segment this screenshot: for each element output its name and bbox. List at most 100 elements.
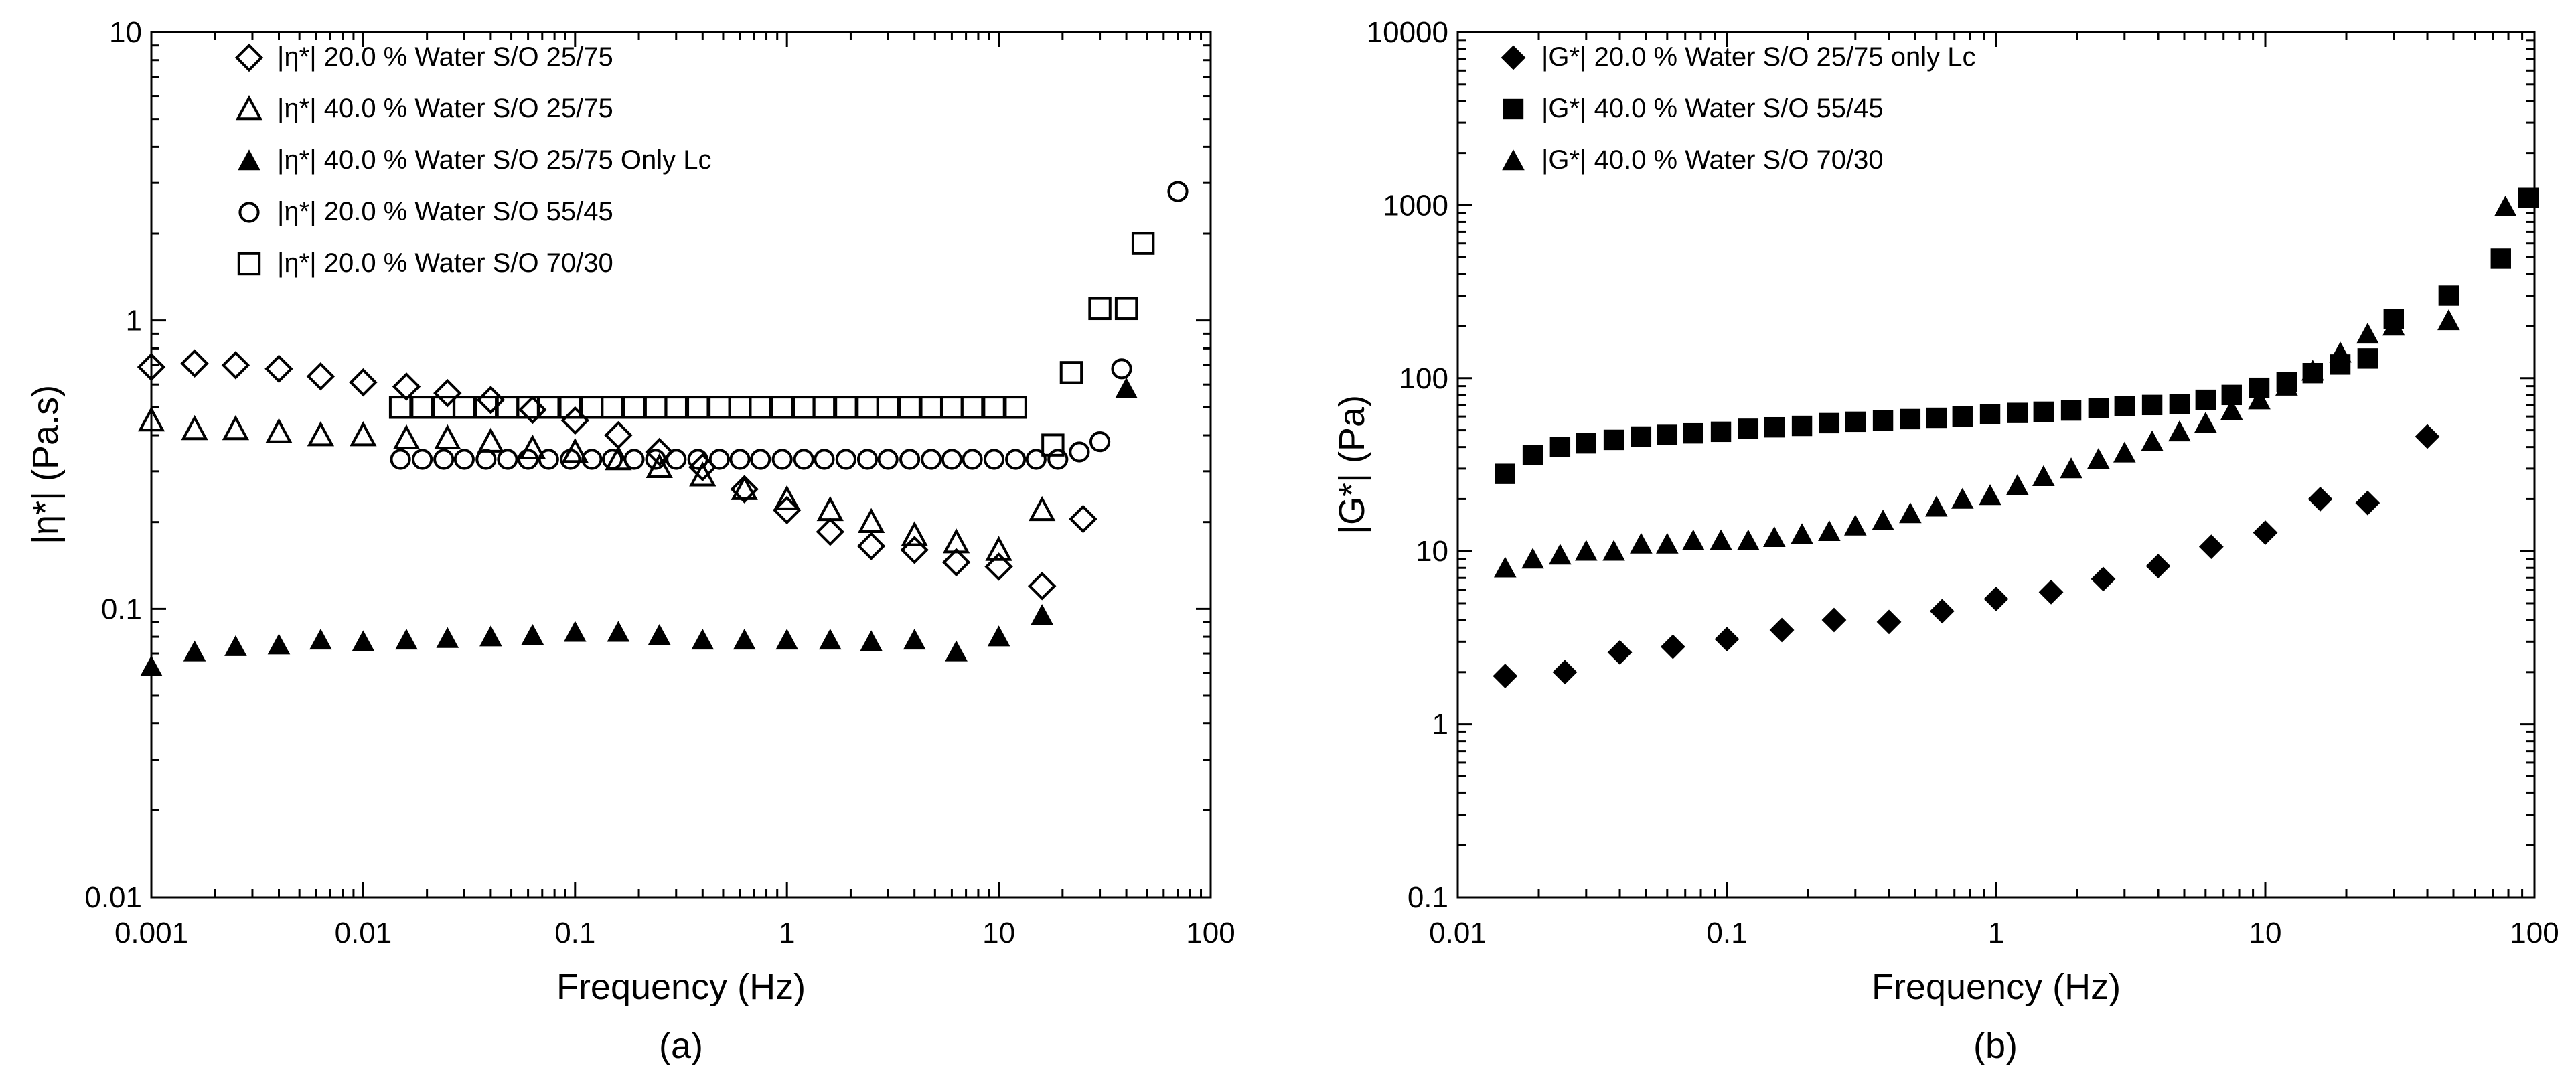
data-point xyxy=(497,449,518,470)
legend-marker xyxy=(238,149,260,171)
data-point xyxy=(1926,407,1947,429)
data-point xyxy=(856,396,879,419)
data-point xyxy=(730,475,759,504)
data-point xyxy=(770,396,794,419)
data-point xyxy=(622,396,646,419)
data-point xyxy=(1791,523,1813,544)
data-point xyxy=(2168,420,2191,442)
data-point xyxy=(793,449,814,470)
data-point xyxy=(264,354,293,384)
legend-entry: |η*| 20.0 % Water S/O 55/45 xyxy=(277,197,613,226)
data-point xyxy=(2060,400,2082,421)
legend-entry: |G*| 40.0 % Water S/O 55/45 xyxy=(1541,94,1884,123)
data-point xyxy=(2006,474,2029,495)
legend-entry: |G*| 20.0 % Water S/O 25/75 only Lc xyxy=(1541,42,1976,72)
series-g-40-0-water-s-o-70-30 xyxy=(1493,195,2517,578)
data-point xyxy=(708,449,730,470)
series-20-0-water-s-o-70-30 xyxy=(388,232,1155,457)
data-point xyxy=(1714,627,1740,652)
data-point xyxy=(224,635,247,656)
data-point xyxy=(771,449,793,470)
data-point xyxy=(306,362,335,391)
data-point xyxy=(521,623,544,645)
data-point xyxy=(434,424,461,450)
data-point xyxy=(1929,599,1955,624)
data-point xyxy=(876,396,900,419)
legend-marker xyxy=(1503,98,1524,120)
data-point xyxy=(2194,412,2217,433)
data-point xyxy=(1031,604,1053,625)
data-point xyxy=(708,396,731,419)
data-point xyxy=(1876,609,1902,635)
data-point xyxy=(1111,358,1132,380)
data-point xyxy=(2145,554,2171,578)
data-point xyxy=(1683,422,1703,444)
x-tick-label: 0.1 xyxy=(554,917,595,949)
data-point xyxy=(1575,540,1598,561)
data-point xyxy=(623,449,645,470)
data-point xyxy=(1603,429,1624,451)
data-point xyxy=(686,396,710,419)
data-point xyxy=(222,414,250,441)
data-point xyxy=(477,427,505,453)
x-axis-title: Frequency (Hz) xyxy=(556,967,806,1007)
data-point xyxy=(453,396,476,419)
data-point xyxy=(728,396,752,419)
data-point xyxy=(392,424,421,450)
data-point xyxy=(985,536,1012,561)
data-point xyxy=(1657,424,1678,445)
data-point xyxy=(1951,487,1974,509)
data-point xyxy=(899,449,921,470)
data-point xyxy=(2141,430,2164,451)
data-point xyxy=(2490,248,2511,269)
legend-marker xyxy=(1501,45,1526,70)
data-point xyxy=(137,406,165,432)
data-point xyxy=(1069,504,1097,534)
x-tick-label: 100 xyxy=(2510,917,2559,949)
data-point xyxy=(519,434,546,460)
data-point xyxy=(564,621,587,642)
data-point xyxy=(581,449,603,470)
data-point xyxy=(1818,520,1841,542)
data-point xyxy=(666,449,687,470)
data-point xyxy=(1047,449,1069,470)
data-point xyxy=(812,396,836,419)
data-point xyxy=(390,449,411,470)
legend-entry: |G*| 40.0 % Water S/O 70/30 xyxy=(1541,145,1884,175)
data-point xyxy=(2195,389,2216,410)
data-point xyxy=(352,630,375,651)
legend-marker xyxy=(238,202,260,223)
legend-entry: |η*| 40.0 % Water S/O 25/75 Only Lc xyxy=(277,145,712,175)
data-point xyxy=(983,449,1005,470)
data-point xyxy=(180,349,209,378)
data-point xyxy=(2253,520,2278,545)
data-point xyxy=(607,621,630,642)
data-point xyxy=(1607,639,1633,665)
data-point xyxy=(1069,441,1090,463)
data-point xyxy=(1115,377,1138,398)
data-point xyxy=(1029,495,1056,522)
data-point xyxy=(479,625,502,647)
data-point xyxy=(960,396,984,419)
data-point xyxy=(518,395,547,424)
data-point xyxy=(940,396,964,419)
data-point xyxy=(856,532,886,560)
legend: |η*| 20.0 % Water S/O 25/75 |η*| 40.0 % W… xyxy=(234,42,712,278)
data-point xyxy=(731,475,758,500)
data-point xyxy=(834,396,858,419)
x-tick-label: 1 xyxy=(779,917,795,949)
data-point xyxy=(1089,431,1111,453)
data-point xyxy=(1522,445,1543,465)
data-point xyxy=(433,449,455,470)
data-point xyxy=(265,418,293,443)
y-axis-title: |η*| (Pa.s) xyxy=(25,385,66,544)
legend-marker xyxy=(237,252,261,276)
data-point xyxy=(436,627,459,648)
data-point xyxy=(560,406,590,435)
data-point xyxy=(1041,433,1065,457)
data-point xyxy=(2141,394,2163,416)
x-tick-label: 10 xyxy=(2249,917,2282,949)
data-point xyxy=(816,518,845,546)
data-point xyxy=(1925,495,1948,517)
